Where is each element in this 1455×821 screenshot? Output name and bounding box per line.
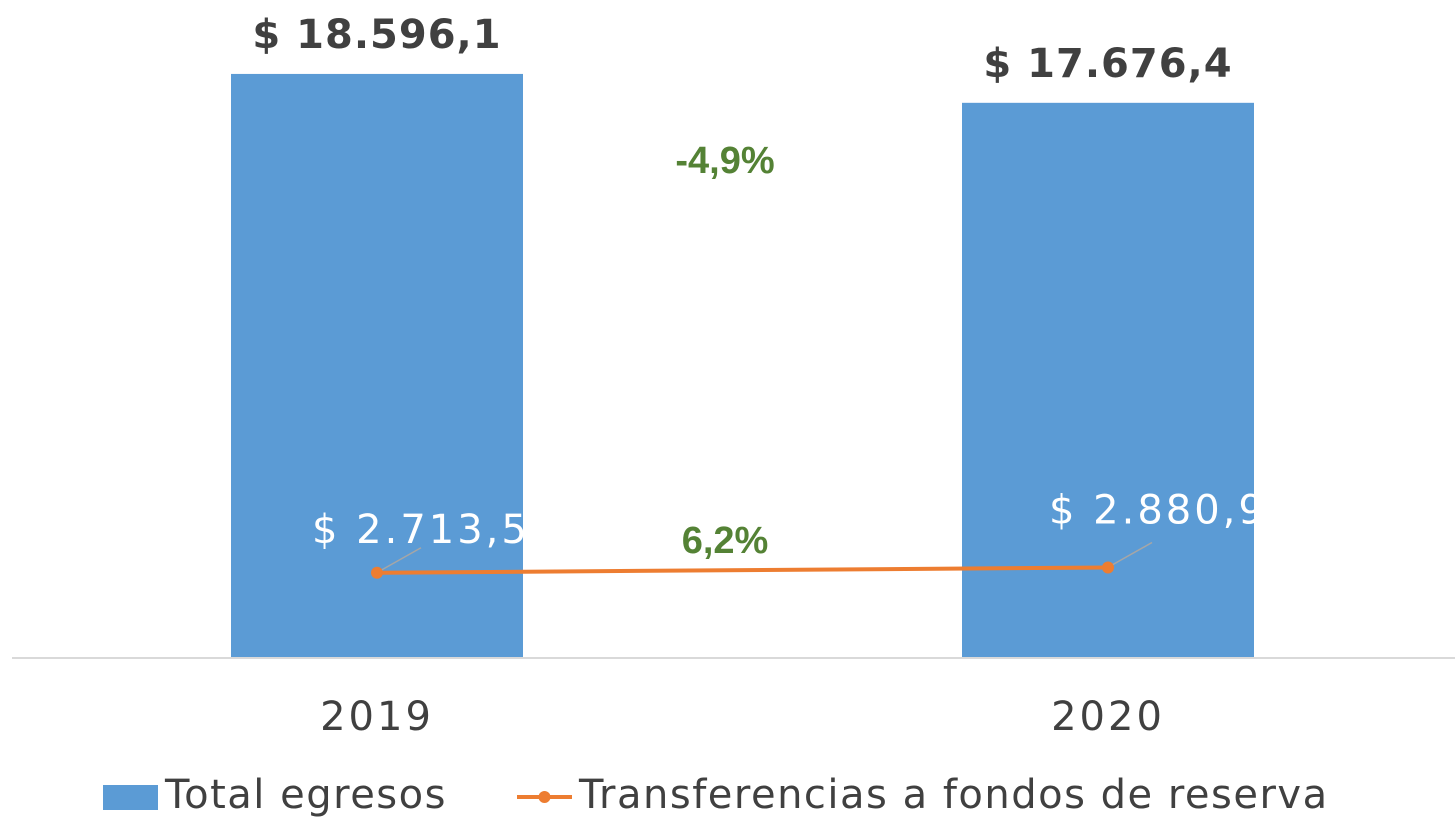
legend-swatch — [103, 785, 158, 810]
leader-line — [381, 547, 422, 571]
legend-label: Total egresos — [164, 772, 447, 818]
x-tick-label: 2020 — [1051, 694, 1165, 740]
line-value-label: $ 2.880,9 — [1049, 488, 1267, 534]
x-tick-label: 2019 — [320, 694, 434, 740]
line-value-label: $ 2.713,5 — [312, 507, 530, 553]
line-marker — [1102, 561, 1114, 574]
leader-line — [1112, 541, 1153, 566]
annotation: -4,9% — [675, 140, 774, 182]
legend-swatch-marker — [538, 791, 551, 803]
bar-value-label: $ 17.676,4 — [983, 41, 1232, 87]
bar-value-label: $ 18.596,1 — [252, 12, 501, 58]
bar — [962, 102, 1254, 658]
line-marker — [371, 566, 383, 579]
annotation: 6,2% — [682, 520, 769, 562]
line — [376, 565, 1109, 575]
bar — [231, 73, 523, 658]
legend-label: Transferencias a fondos de reserva — [578, 772, 1329, 818]
